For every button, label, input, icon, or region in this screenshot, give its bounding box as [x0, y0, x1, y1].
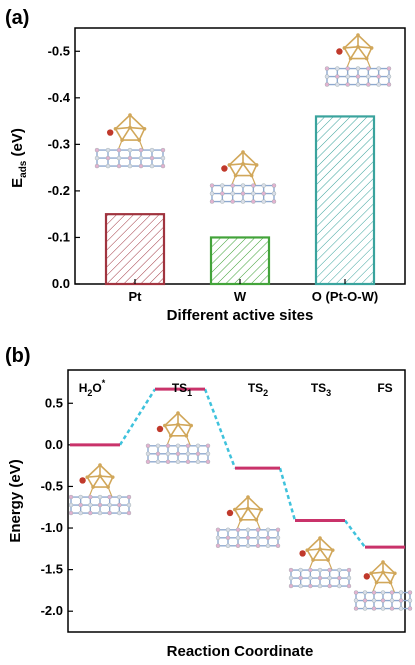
- panel-b-state-labels: H2O* TS1 TS2 TS3 FS: [79, 378, 393, 398]
- panel-a-category-label: W: [234, 289, 247, 304]
- panel-b-y-tick-label: -1.0: [41, 520, 63, 535]
- panel-a-y-tick-label: -0.2: [48, 183, 70, 198]
- panel-b-y-axis: 0.5 0.0 -0.5 -1.0 -1.5 -2.0: [41, 395, 73, 618]
- panel-a-y-axis-title: Eads (eV): [9, 128, 29, 188]
- panel-a-y-tick-label: -0.1: [48, 229, 70, 244]
- panel-b-y-tick-label: -1.5: [41, 562, 63, 577]
- fs-state-structure-inset: [353, 560, 413, 611]
- panel-b-energy-levels: [70, 387, 405, 549]
- panel-b-structure-insets: [68, 411, 413, 611]
- ts1-state-structure-inset: [145, 411, 211, 464]
- state-label: FS: [377, 381, 392, 395]
- bar-pt: [104, 213, 166, 286]
- bar-w: [209, 236, 271, 286]
- w-site-structure-inset: [209, 150, 277, 204]
- panel-b-y-axis-title: Energy (eV): [7, 459, 24, 542]
- ts3-state-structure-inset: [288, 536, 352, 589]
- state-label: TS3: [311, 381, 331, 398]
- panel-b-y-tick-label: -2.0: [41, 603, 63, 618]
- h2o-state-structure-inset: [68, 463, 132, 516]
- panel-b-y-tick-label: -0.5: [41, 478, 63, 493]
- panel-a-category-label: O (Pt-O-W): [312, 289, 378, 304]
- panel-a-y-tick-label: 0.0: [52, 276, 70, 291]
- panel-a-category-label: Pt: [129, 289, 143, 304]
- level-connector: [278, 467, 297, 521]
- bar-o-pt-o-w: [314, 115, 376, 286]
- panel-a-y-axis: 0.0 -0.1 -0.2 -0.3 -0.4 -0.5: [48, 43, 80, 291]
- panel-b-x-axis-title: Reaction Coordinate: [167, 643, 314, 660]
- state-label: H2O*: [79, 378, 106, 398]
- panel-a-bars: [104, 115, 376, 286]
- panel-b: (b) 0.5 0.0 -0.5 -1.0 -1.5 -2.0 H2O* TS1 TS2 TS3…: [5, 345, 413, 660]
- panel-b-plot-frame: [67, 369, 406, 633]
- panel-a-y-tick-label: -0.5: [48, 43, 70, 58]
- state-label: TS2: [248, 381, 268, 398]
- panel-a-x-axis-title: Different active sites: [167, 307, 314, 324]
- panel-b-y-tick-label: 0.0: [45, 437, 63, 452]
- panel-a: (a) 0.0 -0.1 -0.2 -0.3 -0.4 -0.5 Pt W O (Pt-O-W…: [5, 7, 406, 324]
- panel-b-letter: (b): [5, 345, 31, 367]
- level-connector: [344, 519, 366, 548]
- panel-a-y-tick-label: -0.3: [48, 136, 70, 151]
- o-site-structure-inset: [324, 33, 392, 87]
- panel-b-y-tick-label: 0.5: [45, 395, 63, 410]
- panel-a-structure-insets: [94, 33, 392, 204]
- state-label: TS1: [172, 381, 192, 398]
- panel-a-y-tick-label: -0.4: [48, 90, 71, 105]
- pt-site-structure-inset: [94, 113, 166, 169]
- panel-b-connectors: [118, 388, 366, 548]
- panel-a-letter: (a): [5, 7, 29, 29]
- level-connector: [118, 388, 157, 446]
- panel-a-x-categories: Pt W O (Pt-O-W): [129, 279, 378, 304]
- level-connector: [203, 388, 237, 469]
- ts2-state-structure-inset: [215, 495, 281, 548]
